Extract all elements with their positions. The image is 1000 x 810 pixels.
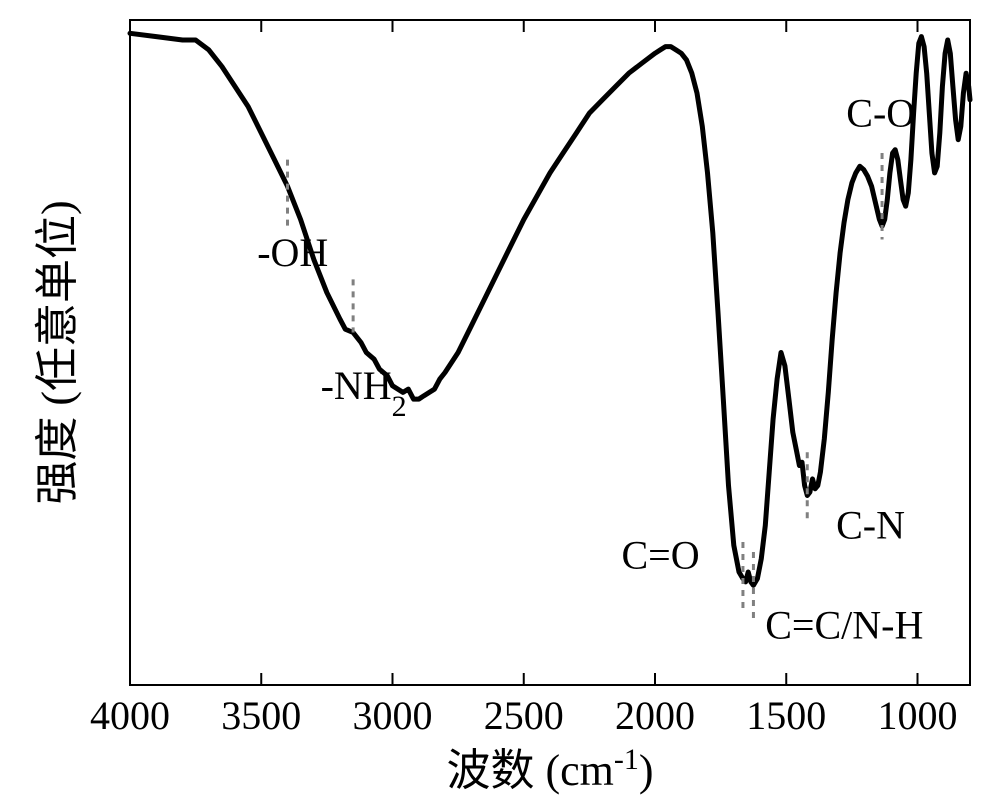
peak-label: C-N — [836, 503, 905, 548]
peak-label: C=O — [622, 533, 700, 578]
peak-label: -NH2 — [321, 363, 407, 423]
ir-spectrum-chart: 4000 3500 3000 2500 2000 1500 1000 波数 (cm-1) 强度 … — [0, 0, 1000, 810]
x-tick-label: 2500 — [484, 693, 564, 738]
peak-label: C=C/N-H — [765, 602, 923, 647]
x-tick-label: 1500 — [746, 693, 826, 738]
peak-label: -OH — [257, 230, 328, 275]
peak-label: C-O — [846, 90, 915, 135]
x-axis-label: 波数 (cm-1) — [446, 743, 653, 796]
x-tick-label: 1000 — [878, 693, 958, 738]
chart-svg: 4000 3500 3000 2500 2000 1500 1000 波数 (cm-1) 强度 … — [0, 0, 1000, 810]
y-axis-label: 强度 (任意单位) — [33, 200, 82, 504]
x-tick-label: 3500 — [221, 693, 301, 738]
x-tick-label: 3000 — [353, 693, 433, 738]
x-tick-label: 2000 — [615, 693, 695, 738]
x-tick-label: 4000 — [90, 693, 170, 738]
